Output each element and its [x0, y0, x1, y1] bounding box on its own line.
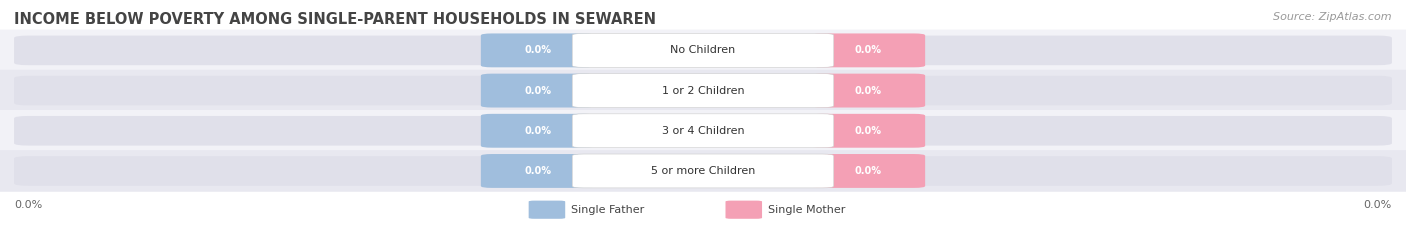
- Text: Single Mother: Single Mother: [768, 205, 845, 215]
- Text: Single Father: Single Father: [571, 205, 644, 215]
- FancyBboxPatch shape: [481, 34, 595, 67]
- Text: 0.0%: 0.0%: [855, 126, 882, 136]
- FancyBboxPatch shape: [572, 74, 834, 107]
- FancyBboxPatch shape: [481, 154, 595, 188]
- FancyBboxPatch shape: [811, 74, 925, 107]
- Text: 0.0%: 0.0%: [855, 86, 882, 96]
- FancyBboxPatch shape: [0, 30, 1406, 71]
- FancyBboxPatch shape: [0, 110, 1406, 151]
- Text: 1 or 2 Children: 1 or 2 Children: [662, 86, 744, 96]
- Text: 0.0%: 0.0%: [14, 200, 42, 210]
- Text: 0.0%: 0.0%: [524, 126, 551, 136]
- Text: 0.0%: 0.0%: [855, 45, 882, 55]
- Text: 0.0%: 0.0%: [855, 166, 882, 176]
- FancyBboxPatch shape: [14, 116, 1392, 146]
- Text: 0.0%: 0.0%: [524, 166, 551, 176]
- Text: 5 or more Children: 5 or more Children: [651, 166, 755, 176]
- FancyBboxPatch shape: [14, 76, 1392, 105]
- Text: Source: ZipAtlas.com: Source: ZipAtlas.com: [1274, 12, 1392, 22]
- FancyBboxPatch shape: [572, 154, 834, 188]
- FancyBboxPatch shape: [529, 201, 565, 219]
- FancyBboxPatch shape: [14, 156, 1392, 186]
- Text: No Children: No Children: [671, 45, 735, 55]
- Text: 3 or 4 Children: 3 or 4 Children: [662, 126, 744, 136]
- FancyBboxPatch shape: [0, 150, 1406, 192]
- FancyBboxPatch shape: [481, 74, 595, 107]
- FancyBboxPatch shape: [572, 34, 834, 67]
- FancyBboxPatch shape: [725, 201, 762, 219]
- FancyBboxPatch shape: [811, 34, 925, 67]
- Text: 0.0%: 0.0%: [524, 86, 551, 96]
- Text: INCOME BELOW POVERTY AMONG SINGLE-PARENT HOUSEHOLDS IN SEWAREN: INCOME BELOW POVERTY AMONG SINGLE-PARENT…: [14, 12, 657, 27]
- Text: 0.0%: 0.0%: [1364, 200, 1392, 210]
- FancyBboxPatch shape: [811, 154, 925, 188]
- Text: 0.0%: 0.0%: [524, 45, 551, 55]
- FancyBboxPatch shape: [481, 114, 595, 148]
- FancyBboxPatch shape: [14, 36, 1392, 65]
- FancyBboxPatch shape: [811, 114, 925, 148]
- FancyBboxPatch shape: [572, 114, 834, 148]
- FancyBboxPatch shape: [0, 70, 1406, 111]
